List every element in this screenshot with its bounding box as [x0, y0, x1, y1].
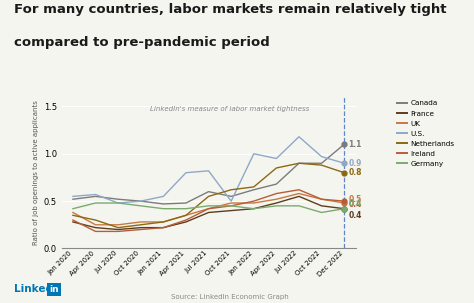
- Text: Source: LinkedIn Economic Graph: Source: LinkedIn Economic Graph: [171, 294, 288, 300]
- Text: 0.4: 0.4: [348, 200, 362, 209]
- Text: For many countries, labor markets remain relatively tight: For many countries, labor markets remain…: [14, 3, 447, 16]
- Text: compared to pre-pandemic period: compared to pre-pandemic period: [14, 36, 270, 49]
- Text: 0.4: 0.4: [348, 211, 362, 220]
- Text: 0.8: 0.8: [348, 168, 362, 177]
- Text: 0.4: 0.4: [348, 198, 362, 208]
- Text: 1.1: 1.1: [348, 140, 362, 149]
- Text: LinkedIn's measure of labor market tightness: LinkedIn's measure of labor market tight…: [150, 105, 309, 112]
- Legend: Canada, France, UK, U.S., Netherlands, Ireland, Germany: Canada, France, UK, U.S., Netherlands, I…: [394, 98, 457, 170]
- Text: 0.5: 0.5: [348, 195, 362, 204]
- Y-axis label: Ratio of job openings to active applicants: Ratio of job openings to active applican…: [34, 100, 39, 245]
- Text: Linked: Linked: [14, 284, 53, 294]
- Text: 0.9: 0.9: [348, 159, 362, 168]
- Text: in: in: [49, 285, 58, 294]
